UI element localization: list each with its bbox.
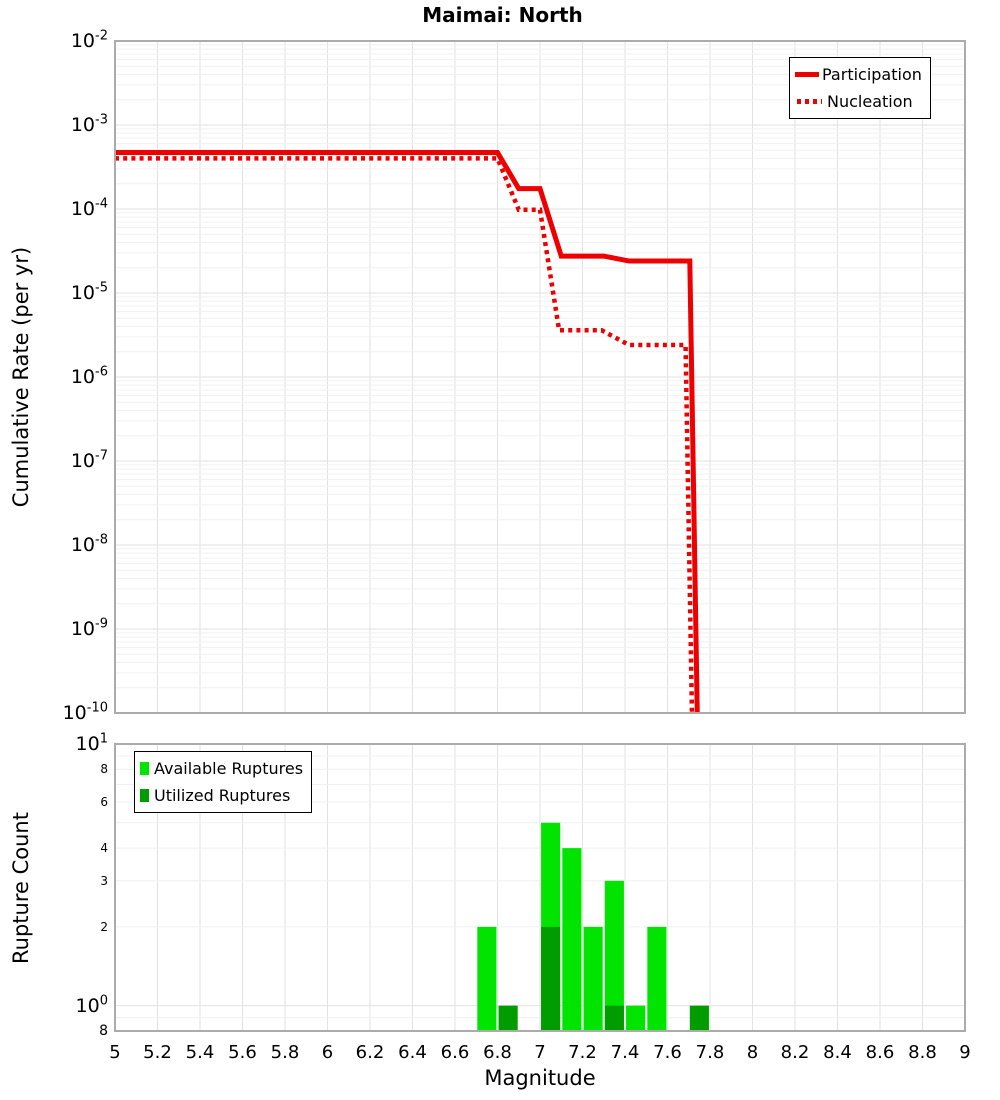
- participation-line: [115, 150, 700, 714]
- x-tick-label: 7.8: [695, 1042, 725, 1063]
- legend-item-available: Available Ruptures: [140, 755, 303, 782]
- available-bar: [477, 926, 497, 1031]
- top-y-tick-label: 10-5: [70, 280, 108, 304]
- utilized-bar: [541, 926, 561, 1031]
- x-tick-label: 7.4: [610, 1042, 640, 1063]
- x-tick-label: 5.4: [185, 1042, 215, 1063]
- rate-lines: [115, 150, 700, 714]
- bottom-y-tick-label: 3: [100, 873, 108, 888]
- utilized-bar: [604, 1005, 624, 1031]
- top-y-tick-label: 10-4: [70, 196, 108, 220]
- utilized-bar: [689, 1005, 709, 1031]
- top-y-tick-label: 10-3: [70, 112, 108, 136]
- top-y-tick-label: 10-2: [70, 28, 108, 52]
- x-tick-label: 5: [109, 1042, 121, 1063]
- utilized-bar: [498, 1005, 518, 1031]
- bottom-y-tick-label: 100: [75, 993, 108, 1017]
- bottom-y-tick-label: 101: [75, 731, 108, 755]
- rupture-bars: [477, 822, 709, 1031]
- utilized-ruptures-swatch: [140, 789, 149, 802]
- x-tick-label: 7.6: [653, 1042, 682, 1063]
- legend-item-participation: Participation: [795, 61, 922, 88]
- legend-label-utilized: Utilized Ruptures: [154, 786, 291, 805]
- available-bar: [604, 880, 624, 1031]
- bottom-y-axis-label: Rupture Count: [9, 812, 33, 964]
- legend-label-available: Available Ruptures: [154, 759, 304, 778]
- available-bar: [583, 926, 603, 1031]
- top-y-tick-label: 10-7: [70, 448, 108, 472]
- bottom-plot-border: [114, 743, 966, 1032]
- x-tick-label: 6.8: [483, 1042, 512, 1063]
- x-tick-label: 8.4: [823, 1042, 852, 1063]
- x-tick-label: 5.6: [228, 1042, 257, 1063]
- x-tick-label: 6.2: [355, 1042, 385, 1063]
- nucleation-line-swatch: [797, 99, 822, 104]
- x-axis-label: Magnitude: [484, 1066, 596, 1090]
- legend-label-nucleation: Nucleation: [827, 92, 913, 111]
- x-tick-label: 6: [321, 1042, 334, 1063]
- legend-item-nucleation: Nucleation: [795, 88, 922, 115]
- bottom-y-tick-label: 2: [100, 919, 108, 934]
- legend-label-participation: Participation: [822, 65, 922, 84]
- bottom-y-tick-label: 6: [100, 795, 108, 810]
- top-plot-border: [114, 40, 966, 714]
- available-ruptures-swatch: [140, 762, 149, 775]
- x-tick-label: 7.2: [568, 1042, 597, 1063]
- bottom-y-tick-label: 8: [99, 1023, 108, 1039]
- x-tick-label: 6.4: [398, 1042, 427, 1063]
- available-bar: [562, 848, 582, 1031]
- available-bar: [626, 1005, 646, 1031]
- x-tick-label: 8.6: [865, 1042, 895, 1063]
- x-tick-label: 6.6: [440, 1042, 470, 1063]
- x-tick-label: 9: [959, 1042, 971, 1063]
- top-y-tick-label: 10-6: [70, 364, 108, 388]
- x-tick-label: 5.8: [270, 1042, 300, 1063]
- chart-title: Maimai: North: [422, 3, 583, 27]
- legend-item-utilized: Utilized Ruptures: [140, 782, 303, 809]
- top-y-tick-label: 10-10: [62, 700, 108, 724]
- top-y-tick-label: 10-9: [70, 616, 108, 640]
- x-tick-label: 8.8: [908, 1042, 937, 1063]
- participation-line-swatch: [795, 72, 819, 77]
- bottom-y-tick-label: 8: [100, 762, 108, 777]
- x-tick-label: 8.2: [780, 1042, 810, 1063]
- bottom-legend: Available Ruptures Utilized Ruptures: [134, 751, 313, 813]
- top-y-tick-label: 10-8: [70, 532, 108, 556]
- available-bar: [647, 926, 667, 1031]
- x-tick-label: 7: [534, 1042, 546, 1063]
- x-tick-label: 5.2: [143, 1042, 172, 1063]
- nucleation-line: [115, 156, 695, 714]
- x-tick-label: 8: [746, 1042, 759, 1063]
- bottom-y-tick-label: 4: [100, 841, 108, 856]
- top-legend: Participation Nucleation: [789, 57, 931, 119]
- top-y-axis-label: Cumulative Rate (per yr): [9, 246, 33, 508]
